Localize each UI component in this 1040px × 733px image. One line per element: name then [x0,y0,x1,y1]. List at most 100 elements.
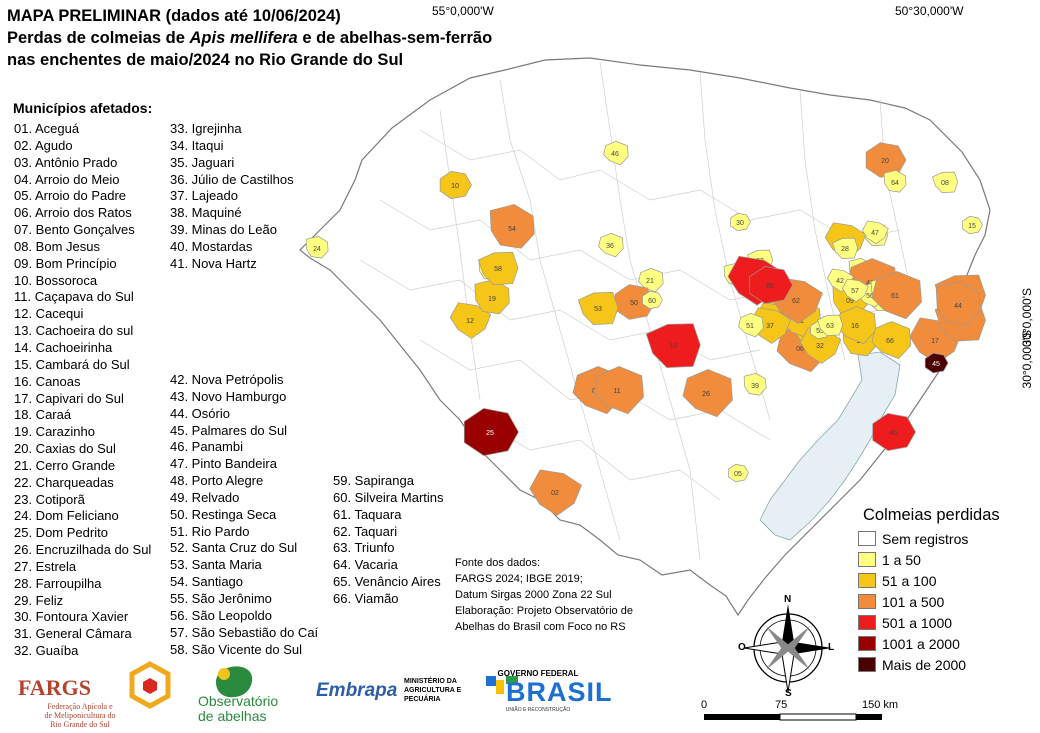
municipality-region-60 [642,290,663,310]
municipality-id-label: 65 [766,283,774,290]
municipality-id-label: 44 [954,303,962,310]
municipality-id-label: 57 [851,288,859,295]
municipality-item: 03. Antônio Prado [14,154,118,170]
municipality-item: 19. Carazinho [14,424,95,440]
ministerio-logo: MINISTÉRIO DA AGRICULTURA E PECUÁRIA [404,677,461,704]
gov-federal-logo: GOVERNO FEDERAL BRASIL UNIÃO E RECONSTRU… [488,669,613,713]
municipality-item: 39. Minas do Leão [170,222,277,238]
municipality-item: 13. Cachoeira do sul [14,323,134,339]
compass-south: S [785,688,792,699]
municipality-item: 48. Porto Alegre [170,473,264,489]
municipality-region-36 [598,232,624,258]
municipality-region-25 [463,408,519,456]
municipality-item: 63. Triunfo [333,540,395,556]
municipality-region-05 [728,463,749,483]
municipality-item: 02. Agudo [14,137,73,153]
municipality-id-label: 05 [734,471,742,478]
municipality-item: 46. Panambi [170,439,243,455]
municipality-region-58 [477,252,519,285]
municipality-id-label: 50 [630,300,638,307]
municipality-region-47 [861,220,889,245]
municipality-item: 18. Caraá [14,407,72,423]
municipality-item: 23. Cotiporã [14,491,85,507]
legend-label: 1001 a 2000 [882,635,960,652]
municipality-region-24 [305,235,329,259]
compass-rose [743,604,832,693]
municipality-item: 06. Arroio dos Ratos [14,205,132,221]
obs-line-2: de abelhas [198,708,267,724]
municipality-item: 52. Santa Cruz do Sul [170,540,298,556]
municipality-item: 65. Venâncio Aires [333,574,441,590]
municipality-item: 37. Lajeado [170,188,238,204]
municipality-region-39 [743,372,767,396]
legend-title: Colmeias perdidas [863,506,1000,524]
coord-right-2: 30°0,000'S [1020,330,1034,389]
source-line-2: FARGS 2024; IBGE 2019; [455,573,583,585]
municipality-id-label: 66 [886,338,894,345]
legend-label: Mais de 2000 [882,656,967,673]
municipality-region-30 [730,212,751,232]
municipality-item: 64. Vacaria [333,557,398,573]
lagoa-dos-patos [759,351,901,541]
municipality-id-label: 26 [702,391,710,398]
municipality-item: 53. Santa Maria [170,557,262,573]
compass-east: L [828,642,835,653]
municipality-region-21 [638,267,664,293]
municipality-region-11 [593,366,644,415]
municipality-id-label: 55 [816,328,824,335]
municipality-item: 36. Júlio de Castilhos [170,171,294,187]
municipality-item: 30. Fontoura Xavier [14,609,129,625]
municipality-id-label: 63 [826,323,834,330]
source-line-5: Abelhas do Brasil com Foco no RS [455,621,626,633]
municipality-region-10 [439,170,472,200]
fargs-subtitle: Federação Apícola e de Meliponicultura d… [40,702,120,729]
embrapa-logo: Embrapa [316,680,398,701]
municipality-id-label: 21 [646,278,654,285]
municipality-item: 20. Caxias do Sul [14,441,116,457]
municipality-item: 51. Rio Pardo [170,523,250,539]
min-line-2: AGRICULTURA E [404,687,462,694]
municipal-borders [359,61,916,561]
municipality-region-08 [932,171,959,193]
title-line-3: nas enchentes de maio/2024 no Rio Grande… [7,51,404,69]
municipality-item: 38. Maquiné [170,205,242,221]
legend-label: 501 a 1000 [882,614,953,631]
legend-swatch [858,636,876,651]
municipality-item: 55. São Jerônimo [170,590,272,606]
municipality-id-label: 25 [486,430,494,437]
municipality-item: 32. Guaíba [14,643,79,659]
municipality-item: 17. Capivari do Sul [14,390,124,406]
municipality-region-19 [474,279,510,315]
municipality-id-label: 47 [871,230,879,237]
municipality-id-label: 17 [931,338,939,345]
fargs-sub-3: Rio Grande do Sul [50,720,110,729]
legend-item: 501 a 1000 [858,612,1000,633]
municipality-region-57 [841,278,869,303]
municipality-item: 21. Cerro Grande [14,457,116,473]
municipality-item: 40. Mostardas [170,238,253,254]
municipality-id-label: 06 [796,346,804,353]
legend-item: 51 a 100 [858,570,1000,591]
municipality-id-label: 60 [648,298,656,305]
fargs-hexagon-logo [129,661,171,709]
municipality-region-66 [871,321,912,360]
municipality-item: 16. Canoas [14,373,81,389]
compass-north: N [784,594,792,605]
municipality-item: 12. Cacequi [14,306,84,322]
fargs-sub-1: Federação Apícola e [47,702,113,711]
municipality-item: 34. Itaqui [170,137,224,153]
municipality-item: 04. Arroio do Meio [14,171,120,187]
municipality-region-45 [924,352,949,374]
municipality-item: 41. Nova Hartz [170,255,257,271]
municipality-id-label: 15 [968,223,976,230]
municipality-region-63 [817,314,844,336]
municipality-id-label: 53 [594,306,602,313]
municipality-item: 45. Palmares do Sul [170,422,288,438]
legend-swatch [858,531,876,546]
legend-swatch [858,657,876,672]
municipality-id-label: 54 [508,226,516,233]
legend-item: 101 a 500 [858,591,1000,612]
source-line-4: Elaboração: Projeto Observatório de [455,605,633,617]
gov-top: GOVERNO FEDERAL [497,669,579,678]
municipality-id-label: 46 [611,151,619,158]
